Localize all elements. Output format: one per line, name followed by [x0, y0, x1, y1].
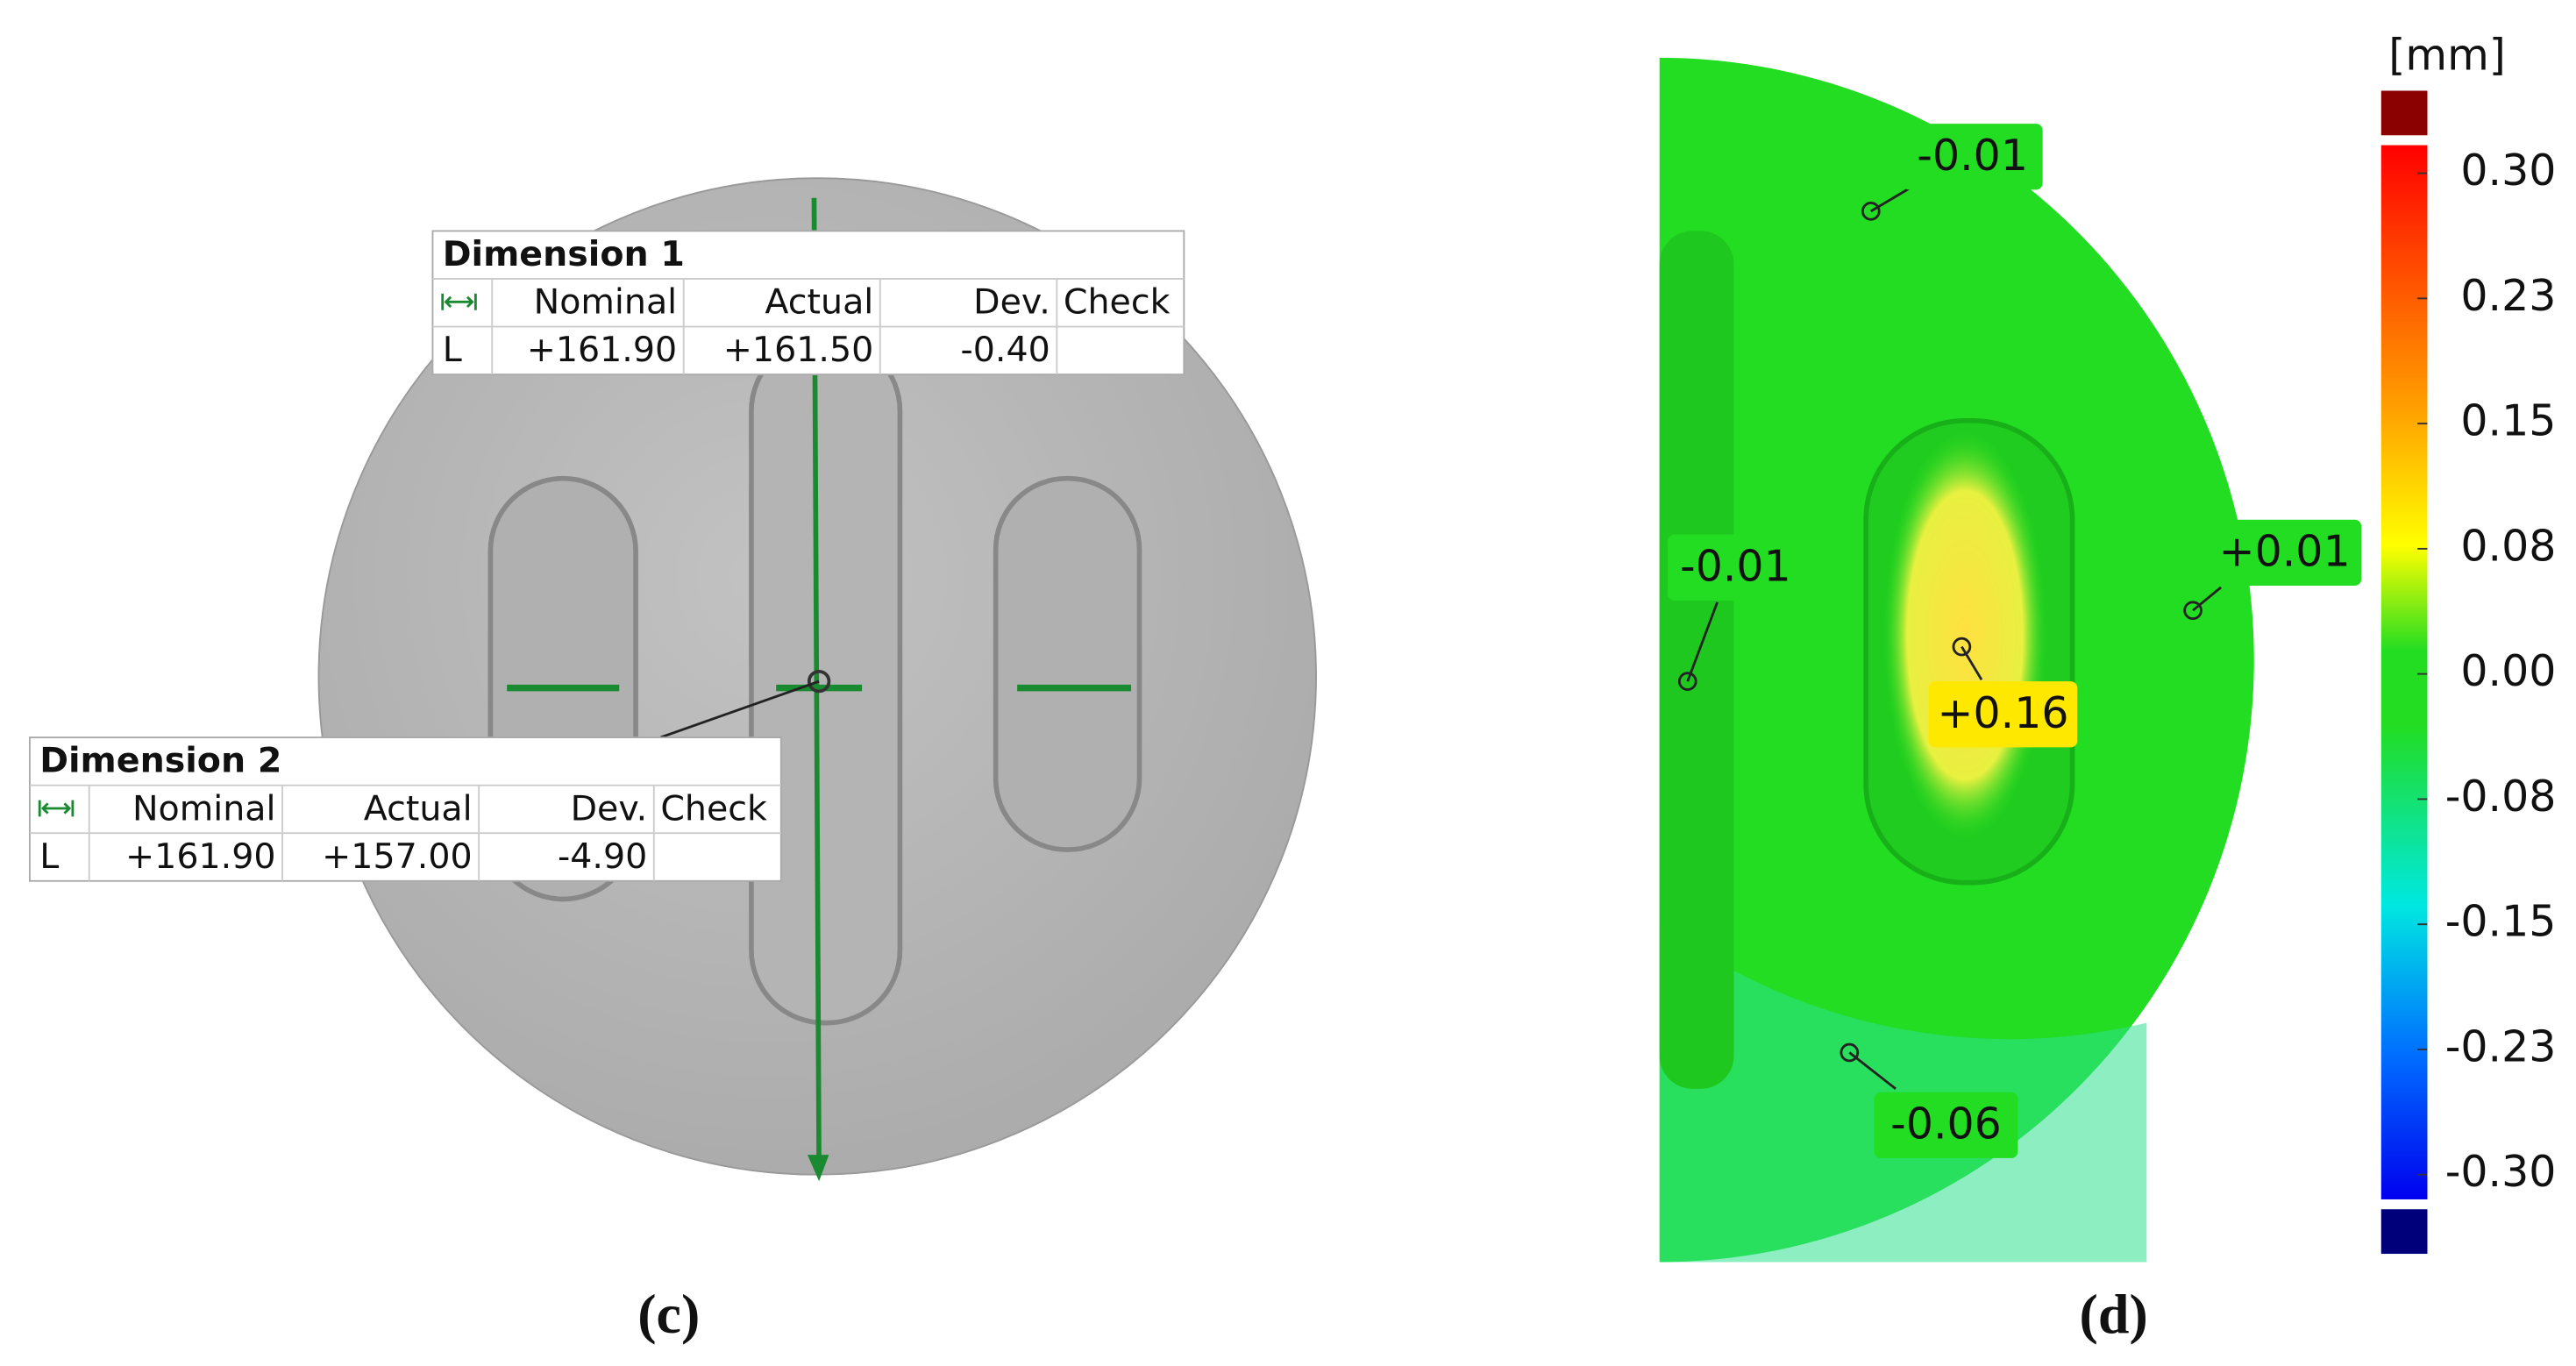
cell-value: +161.90	[125, 836, 275, 877]
color-scale	[2380, 90, 2428, 1255]
unit-label: [mm]	[2388, 30, 2506, 80]
table-title: Dimension 1	[443, 234, 685, 274]
slot	[749, 335, 903, 1026]
column-header: Actual	[765, 282, 873, 323]
column-header: Dev.	[571, 788, 648, 829]
cell-value: +157.00	[322, 836, 472, 877]
deviation-label: -0.01	[1680, 542, 1791, 592]
leader	[1686, 601, 1719, 682]
hot-zone	[1882, 429, 2048, 842]
scale-tick-label: 0.30	[2460, 146, 2556, 196]
scale-tick-label: 0.15	[2460, 396, 2556, 446]
scale-tick-label: -0.15	[2445, 897, 2557, 947]
scale-tick-label: 0.00	[2460, 646, 2556, 696]
leader	[2192, 586, 2222, 612]
marker	[1839, 1042, 1860, 1063]
table-title: Dimension 2	[39, 741, 281, 781]
cell-value: -0.40	[961, 330, 1050, 370]
deviation-label: +0.16	[1937, 688, 2068, 738]
arrow-head	[807, 1155, 829, 1182]
leader	[1960, 645, 1983, 680]
leader	[1848, 1051, 1896, 1090]
scale-tick-label: 0.08	[2460, 521, 2556, 571]
scale-tick-label: -0.08	[2445, 772, 2557, 822]
column-header: Actual	[364, 788, 473, 829]
deviation-label: -0.01	[1917, 131, 2028, 181]
color-bar	[2380, 145, 2428, 1199]
marker	[1952, 637, 1972, 657]
marker	[1861, 202, 1881, 221]
column-header: Check	[1064, 282, 1171, 323]
panel-label: (c)	[637, 1283, 700, 1345]
dimension-table: Dimension 2 Nominal Actual Dev. Check L +161.9…	[28, 736, 782, 882]
scale-tick-label: -0.23	[2445, 1021, 2557, 1071]
row-label: L	[39, 836, 59, 877]
underflow-swatch	[2380, 1209, 2428, 1255]
dimension-tables: Dimension 1 Nominal Actual Dev. Check L +161.9…	[28, 230, 1185, 882]
length-icon	[441, 293, 477, 310]
label-box	[1902, 124, 2043, 190]
label-box	[1668, 534, 1804, 601]
column-header: Check	[660, 788, 767, 829]
annotations: -0.01 -0.01 +0.01 +0.16 -0.06	[1668, 124, 2362, 1158]
length-icon	[38, 800, 75, 817]
scale-tick-label: 0.23	[2460, 271, 2556, 321]
table-box	[431, 230, 1185, 376]
deviation-map	[1659, 57, 2254, 1263]
column-header: Nominal	[534, 282, 678, 323]
deviation-label: +0.01	[2219, 527, 2351, 577]
cell-value: +161.90	[527, 330, 677, 370]
scale-tick-label: -0.30	[2445, 1147, 2557, 1197]
column-header: Dev.	[973, 282, 1050, 323]
label-box	[1874, 1092, 2018, 1158]
table-box	[28, 736, 782, 882]
label-box	[2208, 519, 2362, 586]
dimension-table: Dimension 1 Nominal Actual Dev. Check L +161.9…	[431, 230, 1185, 376]
row-label: L	[443, 330, 462, 370]
marker	[807, 669, 831, 694]
scale-ticks: 0.30 0.23 0.15 0.08 0.00 -0.08 -0.15 -0.23 -0.30	[2417, 146, 2556, 1197]
marker	[2183, 601, 2202, 621]
marker	[1677, 672, 1697, 691]
overflow-swatch	[2380, 90, 2428, 136]
cell-value: +161.50	[723, 330, 873, 370]
panel-label: (d)	[2080, 1283, 2148, 1345]
leader	[659, 679, 820, 739]
column-header: Nominal	[132, 788, 276, 829]
deviation-label: -0.06	[1890, 1099, 2002, 1149]
label-box	[1928, 681, 2078, 748]
cell-value: -4.90	[558, 836, 647, 877]
slot	[993, 475, 1142, 852]
